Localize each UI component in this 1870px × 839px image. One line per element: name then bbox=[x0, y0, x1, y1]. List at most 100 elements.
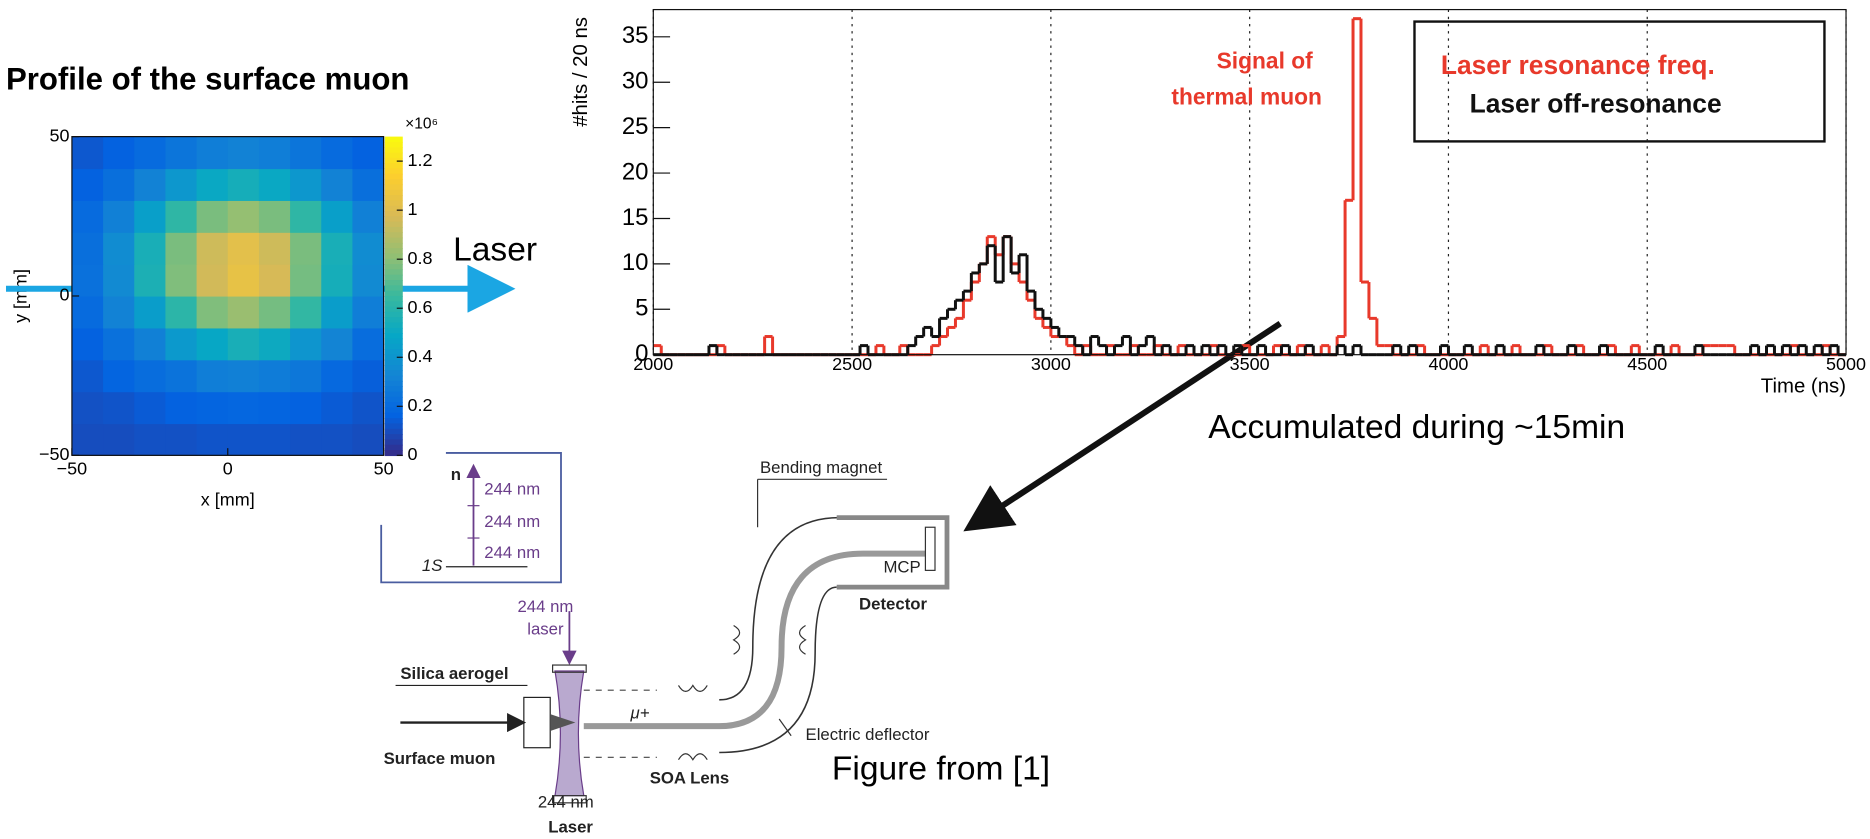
heat-cell bbox=[227, 200, 260, 233]
colorbar-segment bbox=[384, 147, 403, 154]
colorbar-segment bbox=[384, 237, 403, 244]
colorbar-segment bbox=[384, 412, 403, 419]
heat-cell bbox=[103, 295, 135, 329]
colorbar-segment bbox=[384, 365, 403, 372]
heat-cell bbox=[134, 359, 167, 393]
level-label: n bbox=[451, 465, 461, 484]
colorbar-segment bbox=[384, 173, 403, 180]
x-axis-label: Time (ns) bbox=[1761, 375, 1846, 397]
heat-cell bbox=[71, 136, 104, 170]
colorbar-tick-label: 0.4 bbox=[408, 346, 433, 366]
laser-label: Laser bbox=[453, 232, 537, 269]
colorbar-segment bbox=[384, 290, 403, 297]
heat-cell bbox=[71, 232, 104, 265]
heat-cell bbox=[290, 232, 322, 265]
heat-cell bbox=[321, 327, 354, 361]
heat-cell bbox=[103, 136, 135, 170]
accumulated-label: Accumulated during ~15min bbox=[1208, 409, 1625, 446]
colorbar-segment bbox=[384, 152, 403, 159]
heat-cell bbox=[227, 232, 260, 265]
heat-cell bbox=[352, 168, 385, 201]
heat-cell bbox=[165, 136, 198, 170]
heat-cell bbox=[134, 423, 167, 456]
colorbar-segment bbox=[384, 311, 403, 318]
heat-cell bbox=[165, 359, 198, 393]
heat-cell bbox=[227, 391, 260, 425]
diagram-label: MCP bbox=[883, 557, 920, 576]
heat-cell bbox=[103, 232, 135, 265]
y-tick-label: 15 bbox=[622, 204, 649, 231]
heat-cell bbox=[258, 168, 291, 201]
heat-cell bbox=[227, 264, 260, 297]
pointer-arrow bbox=[963, 321, 1282, 532]
colorbar-segment bbox=[384, 264, 403, 271]
heat-cell bbox=[71, 359, 104, 393]
colorbar-segment bbox=[384, 216, 403, 223]
colorbar-segment bbox=[384, 189, 403, 196]
colorbar-segment bbox=[384, 136, 403, 143]
heat-cell bbox=[196, 327, 229, 361]
y-tick-label: 0 bbox=[635, 340, 648, 367]
y-tick-label: 30 bbox=[622, 68, 649, 95]
colorbar-segment bbox=[384, 200, 403, 207]
colorbar-segment bbox=[384, 434, 403, 441]
heat-cell bbox=[196, 200, 229, 233]
y-axis-label: y [mm] bbox=[10, 269, 30, 323]
heat-cell bbox=[196, 136, 229, 170]
heat-cell bbox=[258, 423, 291, 456]
colorbar-segment bbox=[384, 242, 403, 249]
heat-cell bbox=[196, 168, 229, 201]
colorbar-segment bbox=[384, 354, 403, 361]
x-tick-label: 3500 bbox=[1230, 354, 1270, 374]
heat-cell bbox=[258, 391, 291, 425]
diagram-label: Electric deflector bbox=[806, 725, 930, 744]
diagram-label: Laser bbox=[548, 817, 593, 834]
colorbar-segment bbox=[384, 317, 403, 324]
heat-cell bbox=[196, 232, 229, 265]
colorbar-segment bbox=[384, 391, 403, 398]
colorbar-segment bbox=[384, 333, 403, 340]
heat-cell bbox=[352, 391, 385, 425]
heat-cell bbox=[290, 200, 322, 233]
colorbar-segment bbox=[384, 439, 403, 446]
heat-cell bbox=[321, 264, 354, 297]
step-label: 244 nm bbox=[484, 543, 540, 562]
heat-cell bbox=[196, 423, 229, 456]
heat-cell bbox=[103, 391, 135, 425]
colorbar-segment bbox=[384, 338, 403, 345]
diagram-label: μ+ bbox=[630, 704, 650, 723]
colorbar-segment bbox=[384, 418, 403, 425]
colorbar-segment bbox=[384, 396, 403, 403]
annotation: Signal of bbox=[1217, 47, 1314, 73]
colorbar-segment bbox=[384, 210, 403, 218]
heat-cell bbox=[165, 200, 198, 233]
heat-cell bbox=[165, 232, 198, 265]
x-axis-label: x [mm] bbox=[201, 490, 255, 510]
colorbar-segment bbox=[384, 253, 403, 260]
colorbar-segment bbox=[384, 423, 403, 430]
x-tick-label: 0 bbox=[223, 458, 233, 478]
colorbar-segment bbox=[384, 269, 403, 276]
legend-label: Laser resonance freq. bbox=[1441, 50, 1715, 80]
x-tick-label: 3000 bbox=[1031, 354, 1071, 374]
colorbar-tick-label: 1.2 bbox=[408, 150, 433, 170]
diagram-label: Detector bbox=[859, 595, 928, 614]
colorbar-segment bbox=[384, 375, 403, 382]
heat-cell bbox=[71, 391, 104, 425]
heat-cell bbox=[352, 423, 385, 456]
colorbar-segment bbox=[384, 343, 403, 350]
heat-cell bbox=[103, 423, 135, 456]
colorbar-tick-label: 0 bbox=[408, 444, 418, 464]
colorbar-segment bbox=[384, 274, 403, 281]
heat-cell bbox=[290, 295, 322, 329]
heat-cell bbox=[165, 423, 198, 456]
heat-cell bbox=[165, 391, 198, 425]
colorbar-segment bbox=[384, 221, 403, 228]
y-tick-label: 10 bbox=[622, 249, 649, 276]
heat-cell bbox=[71, 295, 104, 329]
y-tick-label: 50 bbox=[50, 125, 70, 145]
colorbar-segment bbox=[384, 232, 403, 239]
colorbar-segment bbox=[384, 157, 403, 164]
heat-cell bbox=[71, 264, 104, 297]
